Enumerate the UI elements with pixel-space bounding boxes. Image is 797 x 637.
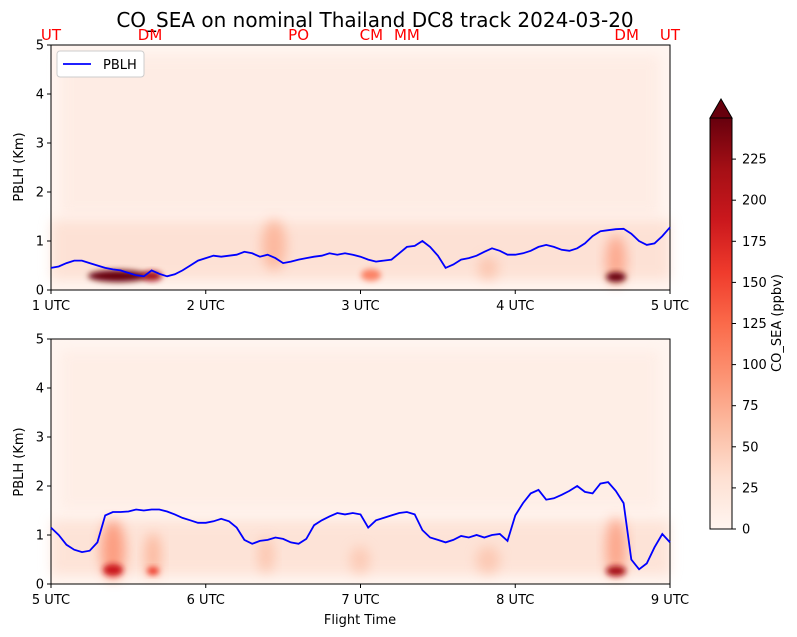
x-tick-label: 5 UTC [651, 299, 689, 314]
colorbar-tick-label: 100 [742, 358, 767, 373]
top-legend: PBLH [56, 50, 145, 78]
top-heatmap [51, 45, 670, 290]
colorbar-tick-label: 150 [742, 276, 767, 291]
colorbar-tick-label: 225 [742, 153, 767, 168]
bottom-heatmap [51, 339, 670, 584]
x-tick-label: 6 UTC [187, 593, 225, 608]
site-label: UT [41, 26, 62, 44]
colorbar-tick-label: 75 [742, 399, 759, 414]
y-tick-label: 5 [36, 39, 44, 54]
bottom-y-axis-label: PBLH (Km) [12, 427, 27, 496]
top-y-axis-label: PBLH (Km) [12, 132, 27, 201]
site-label: DM [138, 26, 163, 44]
colorbar-extend-arrow [709, 98, 733, 119]
colorbar-ticks: 0 25 50 75 100 125 150 175 200 225 [732, 153, 767, 538]
site-label: DM [614, 26, 639, 44]
colorbar-tick-label: 50 [742, 440, 759, 455]
x-tick-label: 1 UTC [32, 299, 70, 314]
bottom-panel: 0 1 2 3 4 5 5 UTC 6 UTC 7 UTC 8 UTC 9 UTC PBLH (K… [12, 333, 689, 629]
site-label: MM [394, 26, 420, 44]
y-tick-label: 3 [36, 431, 44, 446]
y-tick-label: 1 [36, 529, 44, 544]
y-tick-label: 0 [36, 284, 44, 299]
site-label: CM [360, 26, 383, 44]
colorbar-tick-label: 25 [742, 481, 759, 496]
x-tick-label: 4 UTC [496, 299, 534, 314]
colorbar-tick-label: 175 [742, 235, 767, 250]
top-y-axis: 0 1 2 3 4 5 [36, 39, 51, 299]
figure-title: CO_SEA on nominal Thailand DC8 track 202… [116, 8, 633, 32]
x-tick-label: 8 UTC [496, 593, 534, 608]
x-axis-label: Flight Time [324, 613, 396, 628]
x-tick-label: 3 UTC [341, 299, 379, 314]
x-tick-label: 7 UTC [341, 593, 379, 608]
colorbar-tick-label: 200 [742, 194, 767, 209]
y-tick-label: 3 [36, 137, 44, 152]
x-tick-label: 5 UTC [32, 593, 70, 608]
y-tick-label: 4 [36, 88, 44, 103]
colorbar-gradient [709, 117, 733, 530]
colorbar-label: CO_SEA (ppbv) [770, 274, 785, 372]
y-tick-label: 2 [36, 186, 44, 201]
top-panel: 0 1 2 3 4 5 1 UTC 2 UTC 3 UTC 4 UTC 5 UTC UT DM PO C… [12, 26, 689, 314]
site-labels: UT DM PO CM MM DM UT [41, 26, 681, 44]
y-tick-label: 2 [36, 480, 44, 495]
y-tick-label: 4 [36, 382, 44, 397]
x-tick-label: 9 UTC [651, 593, 689, 608]
top-x-axis: 1 UTC 2 UTC 3 UTC 4 UTC 5 UTC [32, 290, 689, 314]
y-tick-label: 5 [36, 333, 44, 348]
bottom-y-axis: 0 1 2 3 4 5 [36, 333, 51, 593]
bottom-x-axis: 5 UTC 6 UTC 7 UTC 8 UTC 9 UTC [32, 584, 689, 608]
colorbar: 0 25 50 75 100 125 150 175 200 225 CO_SEA (ppbv) [709, 98, 785, 538]
top-pblh-line [50, 226, 671, 278]
y-tick-label: 1 [36, 235, 44, 250]
legend-label: PBLH [103, 58, 137, 73]
y-tick-label: 0 [36, 578, 44, 593]
bottom-pblh-line [50, 481, 671, 571]
colorbar-tick-label: 0 [742, 523, 750, 538]
colorbar-tick-label: 125 [742, 317, 767, 332]
site-label: PO [288, 26, 309, 44]
x-tick-label: 2 UTC [187, 299, 225, 314]
site-label: UT [660, 26, 681, 44]
